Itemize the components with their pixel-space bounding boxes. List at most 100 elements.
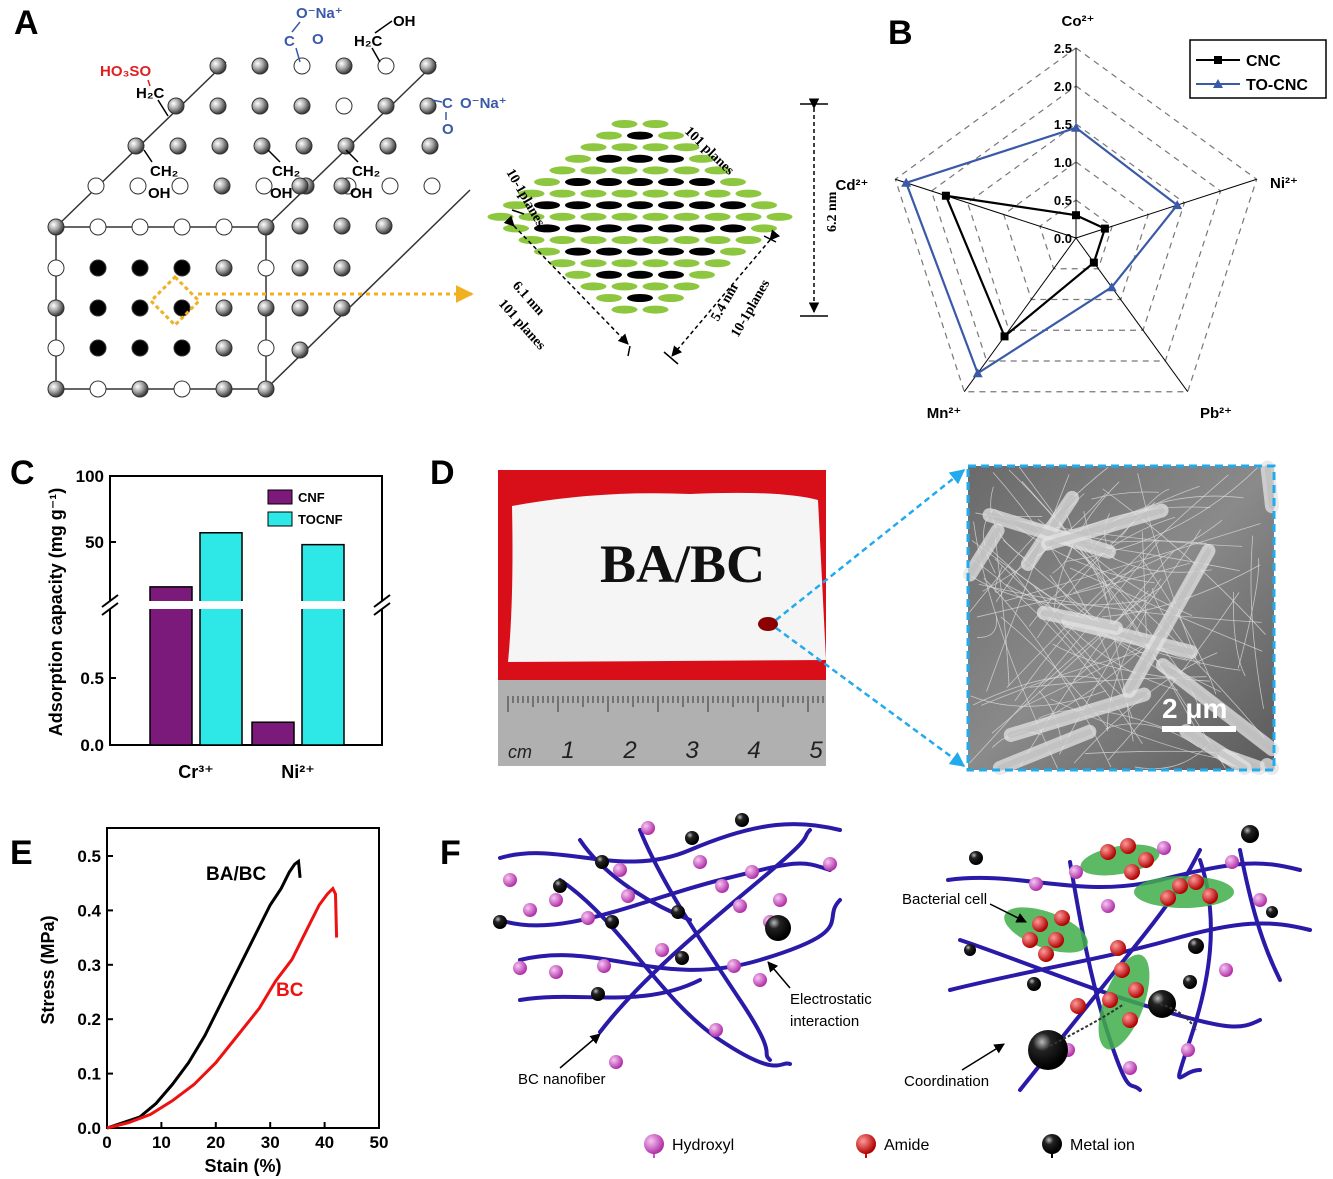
metal-ion [964, 944, 976, 956]
coordination-chain [1049, 1003, 1197, 1047]
cellulose-chain [596, 247, 622, 256]
atom [291, 177, 309, 195]
cellulose-chain [611, 236, 638, 244]
hydroxyl [715, 879, 729, 893]
radar-series-CNC [944, 194, 1107, 339]
legend-swatch [267, 489, 293, 505]
axis-break-gap [106, 601, 388, 609]
sem-fiber [1059, 578, 1162, 755]
legend-swatch [267, 511, 293, 527]
legend-label: TO-CNC [1246, 77, 1308, 94]
x-tick-label: 20 [206, 1133, 225, 1152]
hydroxyl [641, 821, 655, 835]
sem-fiber [968, 541, 1159, 764]
atom [333, 177, 351, 195]
cellulose-chain [673, 236, 700, 244]
cellulose-chain [627, 131, 653, 140]
legend-label: TOCNF [298, 512, 343, 527]
panel-f-pointers [559, 903, 1027, 1071]
cellulose-chain [642, 305, 669, 314]
cellulose-chain [611, 143, 638, 152]
amide [1110, 940, 1126, 956]
metal-ion [591, 987, 605, 1001]
series-label: BC [276, 980, 304, 1001]
atom [215, 218, 233, 236]
panel-label-b: B [888, 14, 913, 52]
atom [377, 57, 395, 75]
atom [169, 137, 187, 155]
chem-labels: HO₃SO H₂C O⁻Na⁺ C O H₂C OH C O⁻Na⁺ O CH₂… [100, 5, 507, 202]
hydroxyl [609, 1055, 623, 1069]
metal-ion [675, 951, 689, 965]
cellulose-chain [611, 282, 638, 291]
hydroxyl [1069, 865, 1083, 879]
cellulose-chain [596, 294, 622, 302]
bc-nanofiber [1177, 858, 1213, 1080]
sem-fiber [969, 575, 1148, 606]
atom [257, 299, 275, 317]
hydroxyl [727, 959, 741, 973]
radar-tick-label: 2.5 [1054, 41, 1072, 56]
cellulose-chain [518, 236, 545, 244]
atom [379, 137, 397, 155]
radar-tick-label: 1.5 [1054, 117, 1072, 132]
hydroxyl [773, 893, 787, 907]
plot-frame [109, 475, 383, 746]
amide [1202, 888, 1218, 904]
metal-ion [493, 915, 507, 929]
amide [1100, 844, 1116, 860]
panel-label-d: D [430, 454, 455, 492]
sem-fiber [976, 562, 1190, 618]
sem-fiber [1019, 645, 1144, 709]
atom [173, 380, 191, 398]
atom [173, 259, 191, 277]
cellulose-chain [658, 247, 684, 256]
hydroxyl [1181, 1043, 1195, 1057]
series-label: BA/BC [206, 864, 266, 885]
cellulose-chain [720, 247, 746, 256]
bc-nanofiber [518, 978, 702, 1002]
cellulose-chain [658, 224, 684, 233]
cellulose-chain [580, 282, 607, 291]
bc-nanofiber-label: BC nanofiber [518, 1071, 606, 1088]
hydroxyl [549, 965, 563, 979]
series-line-BC [106, 886, 339, 1130]
x-axis-label: Stain (%) [204, 1156, 281, 1176]
cellulose-chain [534, 201, 560, 210]
atom [215, 259, 233, 277]
hydroxyl [1157, 841, 1171, 855]
amide [1188, 874, 1204, 890]
electrostatic-label-2: interaction [790, 1013, 859, 1030]
atom [47, 259, 65, 277]
sem-frame [966, 464, 1276, 772]
legend-label: CNF [298, 490, 325, 505]
cellulose-chain [704, 166, 731, 175]
panel-b: B 0.0 0.5 1.0 1.5 2.0 2.5 Co²⁺ Ni²⁺ Pb²⁺ Mn²⁺ Cd²⁺… [836, 13, 1327, 422]
radar-axis-label: Mn²⁺ [927, 405, 962, 422]
sem-fiber [1107, 592, 1240, 761]
h2c-left: H₂C [136, 85, 164, 102]
panel-c: C 0.0 0.5 50 100 Cr³⁺ Ni²⁺ Adsorption capacity… [10, 454, 391, 782]
hydroxyl [503, 873, 517, 887]
hydroxyl [581, 911, 595, 925]
ruler-numbers: 1 2 3 4 5 [561, 737, 823, 764]
cellulose-chain [611, 259, 638, 268]
atom [255, 177, 273, 195]
sem-fiber [1008, 469, 1197, 731]
atom [421, 137, 439, 155]
cellulose-chain [580, 259, 607, 268]
atom [131, 259, 149, 277]
atom [333, 217, 351, 235]
metal-ion [685, 831, 699, 845]
cellulose-chain [580, 236, 607, 244]
c-right: C [442, 95, 453, 112]
radar-point [1072, 211, 1080, 220]
series-line-BA/BC [106, 858, 302, 1130]
radar-grid [1003, 161, 1149, 301]
legend-marker [1213, 79, 1223, 88]
x-tick-label: 40 [315, 1133, 334, 1152]
ruler-ticks [507, 696, 824, 712]
hydroxyl [693, 855, 707, 869]
x-tick-label: 10 [152, 1133, 171, 1152]
cellulose-chain [534, 178, 560, 186]
